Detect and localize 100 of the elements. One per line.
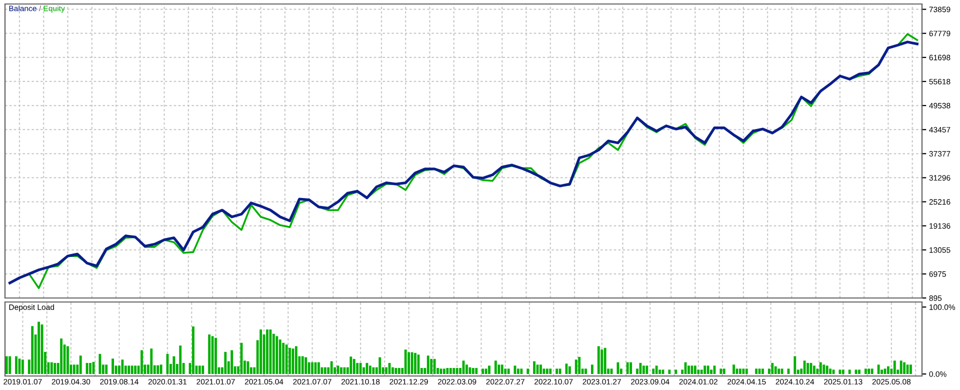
bar xyxy=(449,368,452,374)
bar xyxy=(301,356,304,374)
bar xyxy=(260,329,262,374)
bar xyxy=(456,368,458,374)
bar xyxy=(674,370,678,374)
bar xyxy=(842,370,844,374)
bar xyxy=(864,368,867,374)
bar xyxy=(472,368,474,374)
bar xyxy=(224,352,227,374)
bar xyxy=(128,366,130,374)
bar xyxy=(745,368,748,374)
bar xyxy=(903,362,906,374)
bar xyxy=(276,336,278,374)
bar xyxy=(385,367,388,374)
bar xyxy=(838,370,842,374)
bar xyxy=(72,364,76,374)
bar xyxy=(630,362,632,374)
bar xyxy=(771,362,774,374)
bar xyxy=(172,356,176,374)
bar xyxy=(54,362,56,374)
bar xyxy=(822,364,826,374)
bar xyxy=(426,356,430,374)
bar xyxy=(50,362,53,374)
bar xyxy=(819,362,822,374)
bar xyxy=(858,370,860,374)
bar xyxy=(304,357,308,374)
bar xyxy=(160,364,162,374)
bar xyxy=(60,338,63,374)
bar xyxy=(356,362,359,374)
bar xyxy=(546,368,548,374)
bar xyxy=(278,340,282,374)
bar xyxy=(848,370,851,374)
bar xyxy=(655,366,658,374)
bar xyxy=(430,358,433,374)
bar xyxy=(21,360,24,374)
bar xyxy=(900,360,902,374)
bar xyxy=(540,364,542,374)
bar xyxy=(697,370,700,374)
bar xyxy=(574,360,578,374)
bar xyxy=(507,368,510,374)
bar xyxy=(414,352,416,374)
bar xyxy=(417,354,420,374)
bar xyxy=(590,364,594,374)
bar xyxy=(604,348,606,374)
bar xyxy=(288,348,291,374)
bar xyxy=(468,367,472,374)
bar xyxy=(520,368,523,374)
bar xyxy=(542,368,546,374)
bar xyxy=(652,368,655,374)
bar xyxy=(526,368,530,374)
bar xyxy=(105,364,108,374)
bar xyxy=(720,368,722,374)
bar xyxy=(442,368,446,374)
bar xyxy=(134,366,137,374)
bar xyxy=(394,368,398,374)
bar xyxy=(494,360,497,374)
bar xyxy=(86,362,88,374)
bar xyxy=(31,326,34,374)
bar xyxy=(79,356,82,374)
bar xyxy=(98,354,102,374)
bar xyxy=(372,367,375,374)
bar xyxy=(806,362,809,374)
bar xyxy=(404,350,407,374)
bar xyxy=(533,361,536,374)
bar xyxy=(150,348,153,374)
bar xyxy=(658,370,661,374)
bar xyxy=(398,368,400,374)
bar xyxy=(466,364,468,374)
bar xyxy=(668,370,671,374)
bar xyxy=(392,367,394,374)
bar xyxy=(887,366,890,374)
bar xyxy=(378,357,382,374)
bar xyxy=(482,368,484,374)
bar xyxy=(156,365,160,374)
bar xyxy=(498,364,500,374)
bar xyxy=(755,368,758,374)
bar xyxy=(549,368,552,374)
bar xyxy=(294,346,298,374)
bar xyxy=(778,368,780,374)
bar xyxy=(688,366,690,374)
bar xyxy=(742,368,745,374)
bar xyxy=(282,342,285,374)
bar xyxy=(504,368,507,374)
bar xyxy=(330,361,333,374)
bar xyxy=(368,366,372,374)
bar xyxy=(198,366,201,374)
bar xyxy=(803,360,806,374)
bar xyxy=(408,352,410,374)
bar xyxy=(324,367,326,374)
bar xyxy=(475,368,478,374)
bar xyxy=(893,360,896,374)
bar xyxy=(179,346,182,374)
bar xyxy=(340,367,342,374)
bar xyxy=(600,350,604,374)
bar xyxy=(732,364,735,374)
bar xyxy=(578,356,581,374)
bar xyxy=(5,356,8,374)
bar xyxy=(112,358,114,374)
bar xyxy=(311,362,314,374)
bar xyxy=(130,366,134,374)
